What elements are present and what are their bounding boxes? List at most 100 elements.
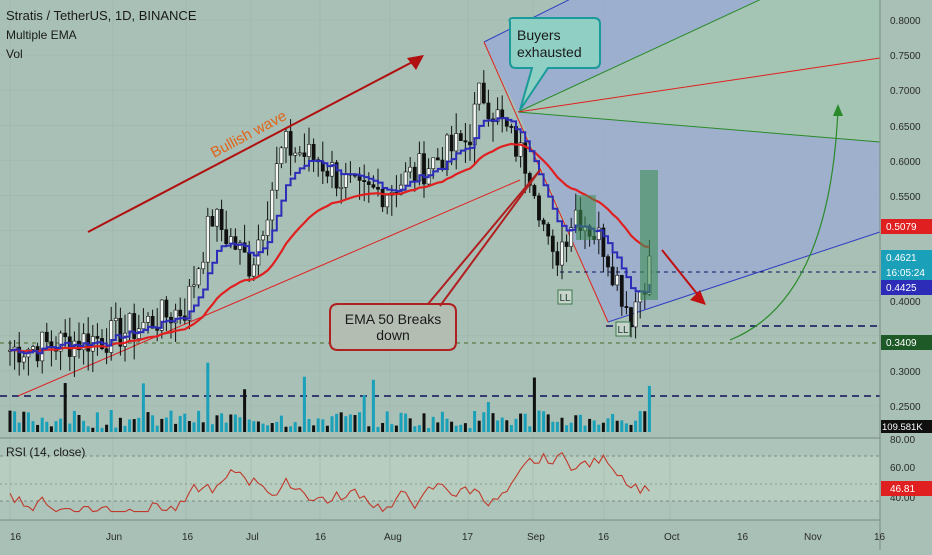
rsi-band <box>0 456 880 501</box>
volume-bar <box>72 410 76 432</box>
candle-body <box>118 317 123 347</box>
volume-bar <box>408 418 412 432</box>
volume-bar <box>463 423 467 432</box>
candle-body <box>537 195 541 221</box>
time-tick: Nov <box>804 532 822 543</box>
candle-body <box>17 346 22 363</box>
price-badge-text: 0.4621 <box>886 253 917 264</box>
volume-bar <box>532 377 536 432</box>
candle-body <box>159 299 164 331</box>
candle-body <box>132 313 137 339</box>
time-tick: Oct <box>664 532 680 543</box>
candle-body <box>481 82 486 104</box>
volume-bar <box>155 425 159 432</box>
indicator-ema-label[interactable]: Multiple EMA <box>6 28 77 42</box>
candle-body <box>380 188 385 208</box>
candle-body <box>366 181 371 185</box>
candle-body <box>376 187 380 190</box>
volume-bar <box>275 421 279 432</box>
chart-title: Stratis / TetherUS, 1D, BINANCE <box>6 8 197 23</box>
candle-body <box>330 162 334 177</box>
price-tick: 0.7000 <box>890 86 921 97</box>
volume-bar <box>606 418 610 432</box>
candle-body <box>40 331 45 362</box>
price-tick: 0.6000 <box>890 157 921 168</box>
candle-body <box>210 215 215 227</box>
candle-body <box>463 140 468 143</box>
candle-body <box>141 322 146 330</box>
volume-bar <box>63 383 67 432</box>
volume-bar <box>197 410 201 432</box>
candle-body <box>251 264 256 277</box>
candle-body <box>164 299 169 318</box>
volume-bar <box>555 421 559 432</box>
volume-bar <box>634 420 638 432</box>
volume-bar <box>284 426 288 432</box>
candle-body <box>44 331 49 343</box>
volume-bar <box>592 420 596 432</box>
volume-bar <box>279 415 283 432</box>
rsi-axis: 80.00 60.00 40.00 46.81 <box>881 435 932 504</box>
volume-bar <box>482 412 486 432</box>
rsi-label[interactable]: RSI (14, close) <box>6 445 85 459</box>
time-axis[interactable]: 16 Jun 16 Jul 16 Aug 17 Sep 16 Oct 16 No… <box>10 532 886 543</box>
candle-body <box>21 356 26 363</box>
volume-bar <box>17 422 21 432</box>
volume-bar <box>611 413 615 432</box>
candle-body <box>196 268 201 286</box>
volume-bar <box>128 419 132 432</box>
candle-body <box>569 227 574 247</box>
candle-body <box>109 320 114 353</box>
candle-body <box>307 143 311 157</box>
volume-badge <box>881 420 932 433</box>
candle-body <box>509 126 514 128</box>
volume-bar <box>114 427 118 432</box>
candle-body <box>546 223 551 237</box>
candle-body <box>514 126 518 157</box>
volume-badge-text: 109.581K <box>882 422 923 433</box>
price-axis[interactable]: 0.8000 0.7500 0.7000 0.6500 0.6000 0.550… <box>890 16 921 413</box>
volume-bar <box>77 414 81 432</box>
buyers-label-line1: Buyers <box>517 27 561 43</box>
candle-body <box>343 173 348 188</box>
volume-bar <box>629 424 633 432</box>
candle-body <box>468 141 472 146</box>
volume-bar <box>45 421 49 432</box>
volume-bar <box>413 426 417 432</box>
volume-bar <box>505 420 509 432</box>
volume-bar <box>26 412 30 432</box>
candle-body <box>247 251 252 277</box>
candle-body <box>219 209 224 230</box>
candle-body <box>146 316 150 323</box>
volume-bar <box>358 412 362 432</box>
volume-bar <box>266 425 270 432</box>
volume-bar <box>164 417 168 432</box>
candle-body <box>302 152 307 157</box>
volume-bar <box>316 418 320 432</box>
volume-bar <box>440 411 444 432</box>
volume-bar <box>146 412 150 432</box>
volume-bar <box>560 417 564 432</box>
volume-bar <box>270 423 274 432</box>
candle-body <box>293 152 298 156</box>
candle-body <box>422 153 426 185</box>
volume-bar <box>417 425 421 432</box>
candle-body <box>31 346 35 350</box>
candle-body <box>532 185 537 197</box>
volume-bar <box>450 421 454 432</box>
volume-bars <box>8 362 651 432</box>
candle-body <box>619 275 624 307</box>
volume-bar <box>569 422 573 432</box>
candle-body <box>500 109 505 118</box>
rsi-badge <box>881 481 932 496</box>
volume-bar <box>105 424 109 432</box>
candle-body <box>486 102 491 120</box>
ema-break-pointer <box>427 169 541 307</box>
candle-body <box>371 184 376 188</box>
candle-body <box>104 348 109 353</box>
candle-body <box>633 301 638 328</box>
indicator-vol-label[interactable]: Vol <box>6 47 23 61</box>
candle-body <box>550 235 555 252</box>
candle-body <box>458 133 463 141</box>
